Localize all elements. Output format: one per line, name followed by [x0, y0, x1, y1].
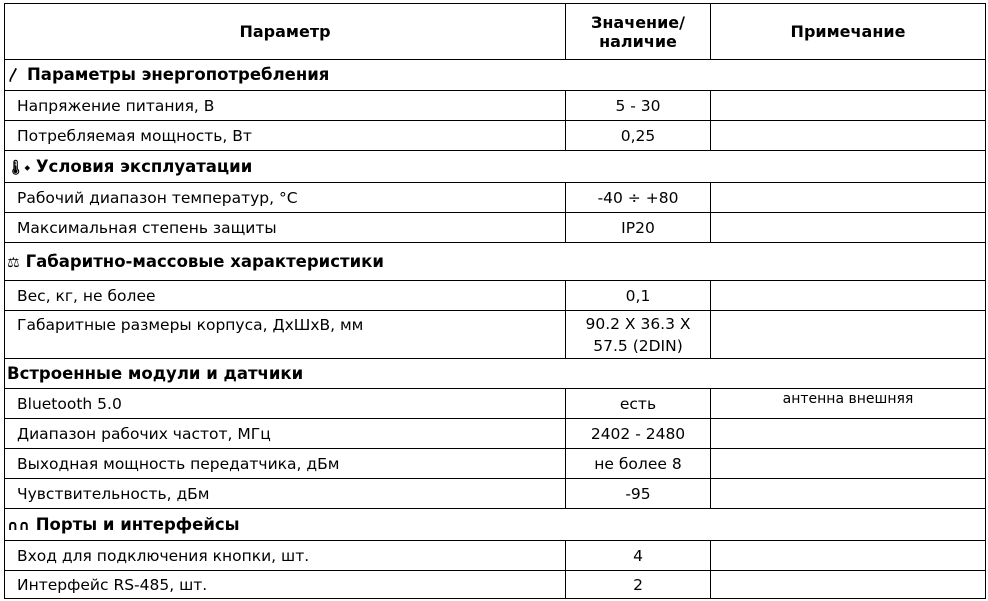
cell-value: 90.2 X 36.3 X 57.5 (2DIN) [565, 310, 711, 359]
cell-param: Вход для подключения кнопки, шт. [4, 540, 566, 571]
cell-param: Вес, кг, не более [4, 280, 566, 311]
cell-param: Чувствительность, дБм [4, 478, 566, 509]
cell-value: -95 [565, 478, 711, 509]
cell-note: антенна внешняя [710, 388, 986, 419]
header-note: Примечание [710, 3, 986, 60]
cell-value: есть [565, 388, 711, 419]
section-title-text: Встроенные модули и датчики [7, 364, 304, 383]
cell-param: Максимальная степень защиты [4, 212, 566, 243]
thermometer-drop-icon: 🌡︎⬩ [7, 160, 30, 176]
ports-icon: ∩∩ [7, 518, 30, 534]
section-title-text: Условия эксплуатации [35, 157, 253, 176]
cell-value: не более 8 [565, 448, 711, 479]
table-row: Максимальная степень защиты IP20 [4, 212, 986, 243]
table-row: Чувствительность, дБм -95 [4, 478, 986, 509]
section-title: Встроенные модули и датчики [4, 358, 986, 389]
section-title: 🌡︎⬩ Условия эксплуатации [4, 150, 986, 183]
cell-note [710, 90, 986, 121]
table-header-row: Параметр Значение/наличие Примечание [4, 3, 986, 60]
table-row: Вес, кг, не более 0,1 [4, 280, 986, 311]
section-title: 〳 Параметры энергопотребления [4, 59, 986, 91]
spec-table: Параметр Значение/наличие Примечание 〳 Па… [4, 3, 986, 599]
table-row: Выходная мощность передатчика, дБм не бол… [4, 448, 986, 479]
scales-icon: ⚖ [7, 255, 20, 271]
cell-note [710, 280, 986, 311]
cell-value: 2 [565, 570, 711, 599]
table-row: Габаритные размеры корпуса, ДхШхВ, мм 90.… [4, 310, 986, 359]
section-row: ∩∩ Порты и интерфейсы [4, 508, 986, 541]
cell-note [710, 182, 986, 213]
header-param: Параметр [4, 3, 566, 60]
cell-param: Рабочий диапазон температур, °С [4, 182, 566, 213]
table-row: Потребляемая мощность, Вт 0,25 [4, 120, 986, 151]
section-title: ⚖ Габаритно-массовые характеристики [4, 242, 986, 281]
cell-value: 0,25 [565, 120, 711, 151]
cell-value: -40 ÷ +80 [565, 182, 711, 213]
cell-param: Диапазон рабочих частот, МГц [4, 418, 566, 449]
cell-value: 4 [565, 540, 711, 571]
section-title-text: Порты и интерфейсы [35, 515, 240, 534]
cell-param: Интерфейс RS-485, шт. [4, 570, 566, 599]
cell-note [710, 310, 986, 359]
section-title: ∩∩ Порты и интерфейсы [4, 508, 986, 541]
cell-note [710, 478, 986, 509]
table-row: Диапазон рабочих частот, МГц 2402 - 2480 [4, 418, 986, 449]
cell-note [710, 212, 986, 243]
header-value: Значение/наличие [565, 3, 711, 60]
section-row: Встроенные модули и датчики [4, 358, 986, 389]
cell-note [710, 540, 986, 571]
section-title-text: Параметры энергопотребления [27, 65, 330, 84]
cell-note [710, 418, 986, 449]
section-row: ⚖ Габаритно-массовые характеристики [4, 242, 986, 281]
cell-value: 0,1 [565, 280, 711, 311]
section-title-text: Габаритно-массовые характеристики [25, 252, 384, 271]
table-row: Вход для подключения кнопки, шт. 4 [4, 540, 986, 571]
lightning-icon: 〳 [7, 68, 21, 84]
table-row: Интерфейс RS-485, шт. 2 [4, 570, 986, 599]
table-row: Bluetooth 5.0 есть антенна внешняя [4, 388, 986, 419]
cell-param: Габаритные размеры корпуса, ДхШхВ, мм [4, 310, 566, 359]
cell-param: Выходная мощность передатчика, дБм [4, 448, 566, 479]
cell-value: 5 - 30 [565, 90, 711, 121]
cell-param: Напряжение питания, В [4, 90, 566, 121]
section-row: 〳 Параметры энергопотребления [4, 59, 986, 91]
section-row: 🌡︎⬩ Условия эксплуатации [4, 150, 986, 183]
cell-note [710, 448, 986, 479]
cell-param: Bluetooth 5.0 [4, 388, 566, 419]
cell-value: IP20 [565, 212, 711, 243]
table-row: Рабочий диапазон температур, °С -40 ÷ +80 [4, 182, 986, 213]
cell-note [710, 120, 986, 151]
cell-note [710, 570, 986, 599]
cell-value: 2402 - 2480 [565, 418, 711, 449]
cell-param: Потребляемая мощность, Вт [4, 120, 566, 151]
